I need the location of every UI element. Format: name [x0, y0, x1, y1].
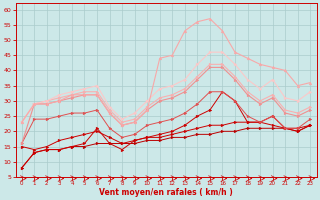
- X-axis label: Vent moyen/en rafales ( km/h ): Vent moyen/en rafales ( km/h ): [99, 188, 233, 197]
